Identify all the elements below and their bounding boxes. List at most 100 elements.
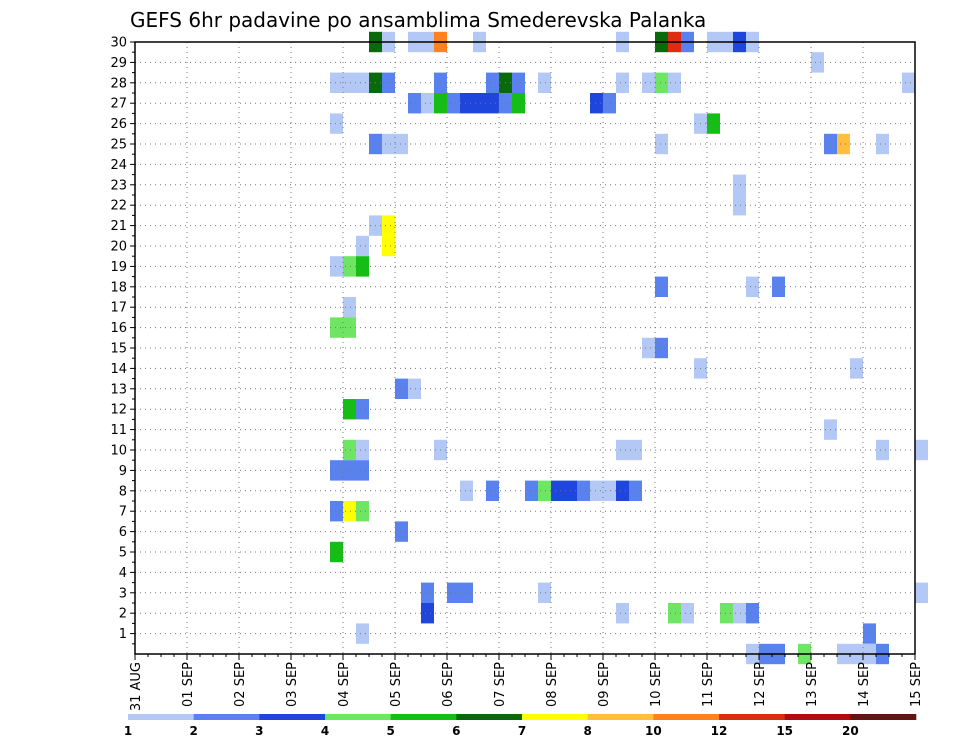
heatmap-cell [382, 72, 395, 93]
heatmap-cell [655, 72, 668, 93]
heatmap-cell [863, 623, 876, 644]
heatmap-cell [356, 439, 369, 461]
y-tick-label: 4 [119, 566, 127, 581]
x-tick-label: 31 AUG [129, 662, 144, 711]
heatmap-cell [356, 72, 369, 93]
heatmap-cell [486, 72, 499, 93]
y-tick-label: 14 [110, 362, 127, 377]
y-tick-label: 20 [110, 240, 127, 255]
legend-label: 15 [776, 724, 793, 738]
heatmap-cell [408, 378, 421, 399]
heatmap-cell [512, 72, 525, 93]
heatmap-cell [733, 603, 746, 624]
heatmap-cell [382, 235, 395, 257]
heatmap-cell [343, 297, 356, 318]
heatmap-cell [902, 72, 915, 93]
legend-label: 7 [518, 724, 526, 738]
heatmap-cell [746, 276, 759, 297]
heatmap-cell [642, 337, 655, 359]
legend-label: 3 [255, 724, 263, 738]
heatmap-cell [343, 399, 356, 420]
legend-label: 2 [189, 724, 197, 738]
heatmap-cell [408, 93, 421, 114]
y-tick-label: 27 [110, 97, 127, 112]
x-tick-label: 10 SEP [649, 662, 664, 707]
heatmap-cell [590, 480, 603, 501]
heatmap-cell [876, 133, 889, 155]
heatmap-cell [525, 480, 538, 501]
heatmap-cell [382, 133, 395, 155]
heatmap-cell [616, 603, 629, 624]
heatmap-cell [395, 378, 408, 399]
legend-swatch [390, 714, 457, 720]
heatmap-cell [655, 133, 668, 155]
x-tick-label: 03 SEP [285, 662, 300, 707]
y-tick-label: 19 [110, 260, 127, 275]
heatmap-cell [850, 358, 863, 379]
heatmap-cell [538, 72, 551, 93]
heatmap-cell [421, 93, 434, 114]
heatmap-cell [421, 582, 434, 603]
heatmap-cell [330, 72, 343, 93]
heatmap-cell [616, 72, 629, 93]
heatmap-cell [460, 480, 473, 501]
heatmap-cell [356, 235, 369, 257]
heatmap-cell [655, 337, 668, 359]
x-tick-label: 12 SEP [753, 662, 768, 707]
heatmap-cell [395, 133, 408, 155]
y-tick-label: 5 [119, 546, 127, 561]
heatmap-cell [343, 256, 356, 277]
heatmap-cell [395, 521, 408, 542]
heatmap-cell [330, 256, 343, 277]
heatmap-cell [356, 501, 369, 522]
heatmap-cell [915, 439, 928, 461]
heatmap-cell [330, 113, 343, 134]
heatmap-cell [720, 603, 733, 624]
heatmap-cell [330, 460, 343, 481]
heatmap-cell [356, 460, 369, 481]
legend-swatch [850, 714, 917, 720]
heatmap-cell [447, 93, 460, 114]
y-tick-label: 30 [110, 36, 127, 51]
heatmap-cell [733, 195, 746, 216]
heatmap-cell [330, 317, 343, 338]
legend-label: 5 [386, 724, 394, 738]
heatmap-cell [538, 582, 551, 603]
x-tick-label: 11 SEP [701, 662, 716, 707]
x-tick-label: 07 SEP [493, 662, 508, 707]
heatmap-cell [577, 480, 590, 501]
heatmap-cell [330, 501, 343, 522]
heatmap-cell [356, 623, 369, 644]
x-tick-label: 15 SEP [909, 662, 924, 707]
y-tick-label: 23 [110, 178, 127, 193]
chart-title: GEFS 6hr padavine po ansamblima Smederev… [130, 8, 706, 32]
legend-label: 4 [321, 724, 329, 738]
x-tick-label: 09 SEP [597, 662, 612, 707]
x-tick-label: 01 SEP [181, 662, 196, 707]
heatmap-cell [876, 439, 889, 461]
x-tick-label: 08 SEP [545, 662, 560, 707]
y-tick-label: 1 [119, 627, 127, 642]
y-tick-label: 25 [110, 138, 127, 153]
y-tick-label: 16 [110, 321, 127, 336]
y-tick-label: 8 [119, 484, 127, 499]
heatmap-cell [590, 93, 603, 114]
heatmap-cell [473, 93, 486, 114]
heatmap-cell [486, 480, 499, 501]
heatmap-cell [668, 72, 681, 93]
heatmap-cell [681, 603, 694, 624]
heatmap-cell [811, 52, 824, 73]
heatmap-cell [421, 603, 434, 624]
legend-swatch [325, 714, 391, 720]
heatmap-cell [460, 582, 473, 603]
legend-swatch [719, 714, 785, 720]
heatmap-cell [512, 93, 525, 114]
heatmap-cell [746, 603, 759, 624]
heatmap-cell [356, 256, 369, 277]
y-tick-label: 15 [110, 342, 127, 357]
x-tick-label: 14 SEP [857, 662, 872, 707]
y-tick-label: 22 [110, 199, 127, 214]
heatmap-cell [915, 582, 928, 603]
